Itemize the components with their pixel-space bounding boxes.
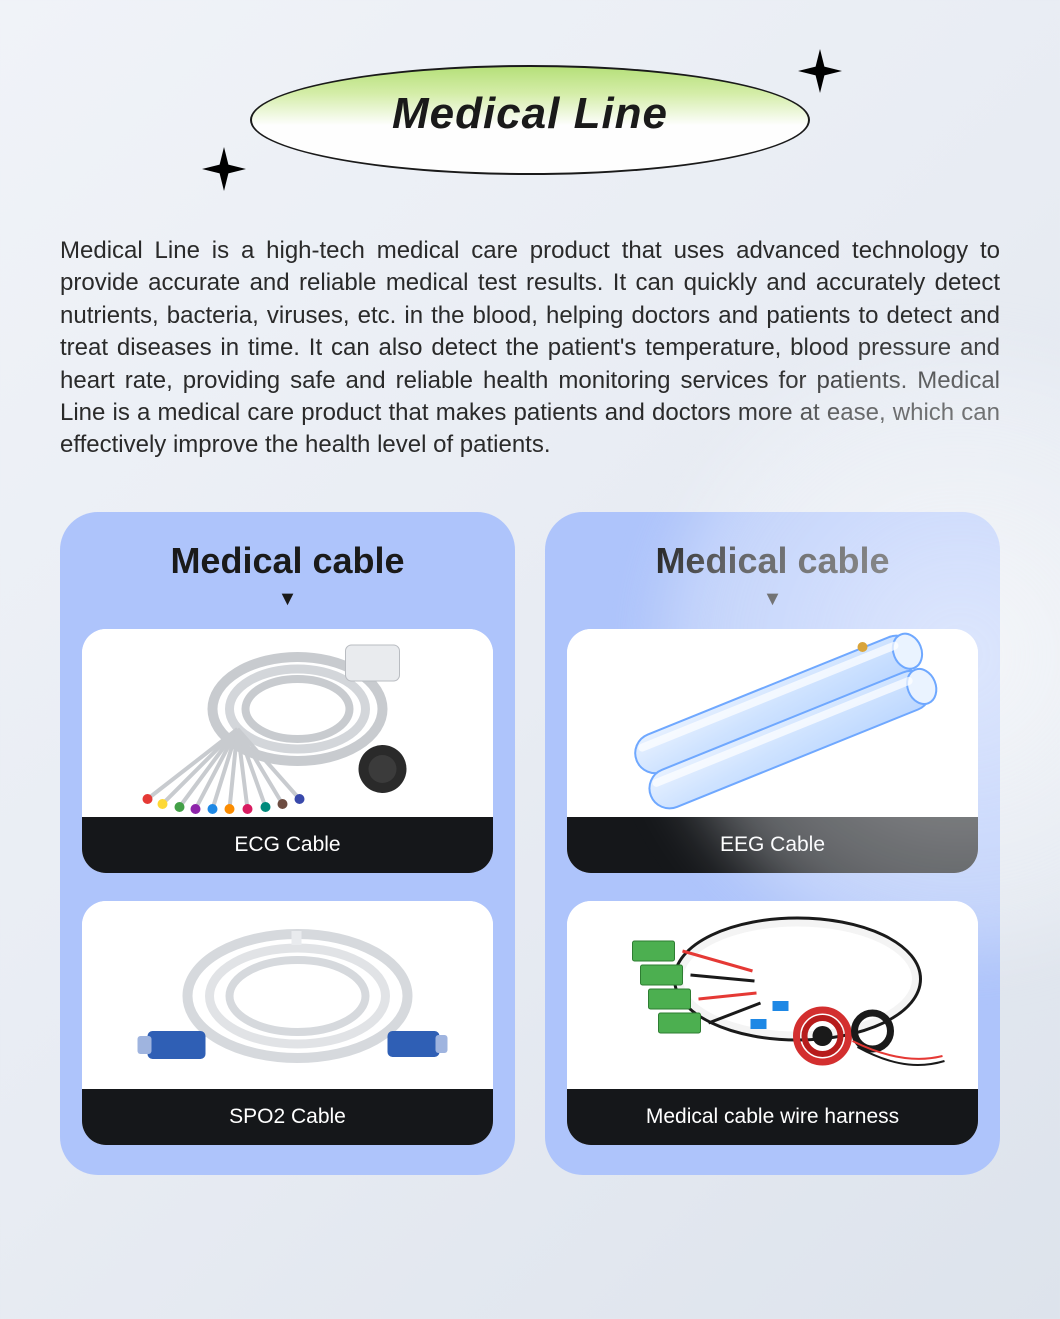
chevron-down-icon: ▼ bbox=[82, 588, 493, 611]
product-tile[interactable]: SPO2 Cable bbox=[82, 901, 493, 1145]
product-label: SPO2 Cable bbox=[82, 1089, 493, 1145]
header-badge: Medical Line bbox=[210, 55, 850, 185]
product-image-harness bbox=[567, 901, 978, 1089]
product-tile[interactable]: ECG Cable bbox=[82, 629, 493, 873]
page-title: Medical Line bbox=[392, 89, 668, 139]
product-image-spo2 bbox=[82, 901, 493, 1089]
sparkle-icon bbox=[202, 147, 246, 191]
card-title: Medical cable bbox=[82, 540, 493, 582]
product-label: Medical cable wire harness bbox=[567, 1089, 978, 1145]
sparkle-icon bbox=[798, 49, 842, 93]
product-image-ecg bbox=[82, 629, 493, 817]
product-tile[interactable]: Medical cable wire harness bbox=[567, 901, 978, 1145]
product-card: Medical cable ▼ bbox=[60, 512, 515, 1175]
title-ellipse: Medical Line bbox=[250, 65, 810, 175]
product-image-eeg bbox=[567, 629, 978, 817]
product-label: ECG Cable bbox=[82, 817, 493, 873]
